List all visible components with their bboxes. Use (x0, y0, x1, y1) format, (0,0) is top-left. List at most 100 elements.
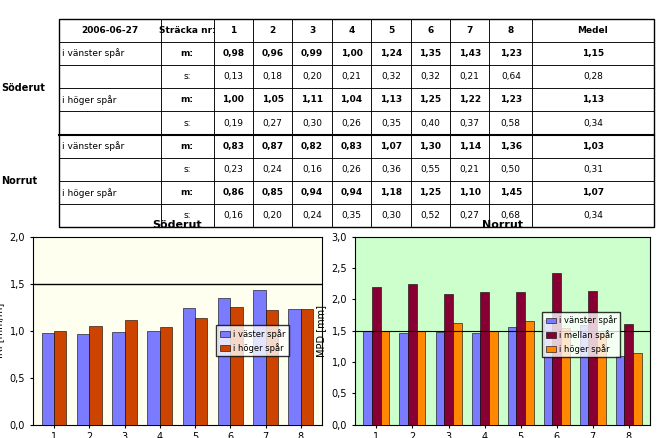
Text: 0,28: 0,28 (583, 72, 603, 81)
Text: m:: m: (181, 49, 194, 58)
Text: 1,10: 1,10 (459, 188, 481, 197)
Text: 0,18: 0,18 (263, 72, 283, 81)
Text: 0,40: 0,40 (420, 119, 440, 127)
Bar (89, 326, 102, 425)
Bar (265, 310, 278, 425)
Bar (125, 320, 137, 425)
Text: 1,00: 1,00 (222, 95, 244, 104)
Bar (553, 273, 561, 425)
Bar (160, 327, 172, 425)
Text: 1,05: 1,05 (261, 95, 284, 104)
Title: Norrut: Norrut (482, 220, 523, 230)
Bar (453, 323, 461, 425)
Bar (480, 292, 489, 425)
Text: 1,15: 1,15 (582, 49, 604, 58)
Text: i höger spår: i höger spår (62, 95, 117, 105)
Bar (195, 318, 208, 425)
Text: s:: s: (183, 72, 191, 81)
Text: 0,21: 0,21 (460, 72, 480, 81)
Text: 1,18: 1,18 (380, 188, 402, 197)
Text: 0,64: 0,64 (501, 72, 521, 81)
Text: 0,27: 0,27 (460, 212, 480, 220)
Bar (230, 307, 242, 425)
Text: 0,96: 0,96 (261, 49, 284, 58)
Text: 0,50: 0,50 (501, 165, 521, 174)
Text: 0,98: 0,98 (222, 49, 244, 58)
Text: 0,94: 0,94 (301, 188, 323, 197)
Bar (624, 325, 633, 425)
Text: m:: m: (181, 188, 194, 197)
Text: 0,16: 0,16 (302, 165, 322, 174)
Text: 0,30: 0,30 (381, 212, 401, 220)
Text: 2: 2 (269, 26, 276, 35)
Text: 1,13: 1,13 (380, 95, 402, 104)
Y-axis label: IRI [mm/m]: IRI [mm/m] (0, 303, 4, 358)
Text: 1,36: 1,36 (500, 142, 522, 151)
Bar (399, 332, 408, 425)
Text: 0,24: 0,24 (302, 212, 322, 220)
Bar (444, 293, 453, 425)
Text: m:: m: (181, 142, 194, 151)
Text: 4: 4 (348, 26, 355, 35)
Text: 8: 8 (508, 26, 514, 35)
Text: m:: m: (181, 95, 194, 104)
Bar (489, 331, 497, 425)
Text: 0,36: 0,36 (381, 165, 401, 174)
Text: i vänster spår: i vänster spår (62, 49, 125, 58)
Text: 0,23: 0,23 (223, 165, 243, 174)
Text: 0,32: 0,32 (420, 72, 440, 81)
Bar (597, 332, 606, 425)
Bar (633, 353, 642, 425)
Text: s:: s: (183, 212, 191, 220)
Text: 7: 7 (466, 26, 473, 35)
Text: 1,35: 1,35 (419, 49, 442, 58)
Bar (253, 290, 265, 425)
Text: 1,23: 1,23 (500, 49, 522, 58)
Text: 0,34: 0,34 (583, 212, 603, 220)
Text: Norrut: Norrut (1, 176, 37, 186)
Bar (301, 309, 313, 425)
Text: 6: 6 (427, 26, 434, 35)
Bar (41, 332, 54, 425)
Text: 0,86: 0,86 (222, 188, 244, 197)
Text: 0,55: 0,55 (420, 165, 440, 174)
Text: 0,26: 0,26 (342, 165, 361, 174)
Text: 0,37: 0,37 (460, 119, 480, 127)
Text: 1,11: 1,11 (301, 95, 323, 104)
Text: 0,82: 0,82 (301, 142, 323, 151)
Text: 0,16: 0,16 (223, 212, 243, 220)
Text: 1,00: 1,00 (340, 49, 363, 58)
Bar (508, 327, 516, 425)
Text: 1,07: 1,07 (582, 188, 604, 197)
Text: 1,43: 1,43 (459, 49, 481, 58)
Text: 0,20: 0,20 (263, 212, 283, 220)
Legend: i vänster spår, i mellan spår, i höger spår: i vänster spår, i mellan spår, i höger s… (542, 312, 620, 357)
Bar (472, 332, 480, 425)
Bar (516, 293, 525, 425)
Bar (589, 291, 597, 425)
Text: 1,04: 1,04 (340, 95, 363, 104)
Bar (218, 298, 230, 425)
Legend: i väster spår, i höger spår: i väster spår, i höger spår (216, 325, 288, 356)
Text: 1,25: 1,25 (419, 95, 442, 104)
Bar (561, 328, 570, 425)
Text: 1,25: 1,25 (419, 188, 442, 197)
Text: 1,07: 1,07 (380, 142, 402, 151)
Bar (288, 309, 301, 425)
Text: 0,87: 0,87 (261, 142, 284, 151)
Bar (77, 335, 89, 425)
Bar (436, 332, 444, 425)
Bar (408, 284, 417, 425)
Text: 0,58: 0,58 (501, 119, 521, 127)
Text: s:: s: (183, 165, 191, 174)
Bar (417, 331, 426, 425)
Text: 0,34: 0,34 (583, 119, 603, 127)
Bar (112, 332, 125, 425)
Text: 0,21: 0,21 (460, 165, 480, 174)
Bar (363, 331, 372, 425)
Text: 0,26: 0,26 (342, 119, 361, 127)
Y-axis label: MPD [mm]: MPD [mm] (316, 305, 326, 357)
Bar (525, 321, 533, 425)
Text: 1,13: 1,13 (582, 95, 604, 104)
Text: 1,03: 1,03 (582, 142, 604, 151)
